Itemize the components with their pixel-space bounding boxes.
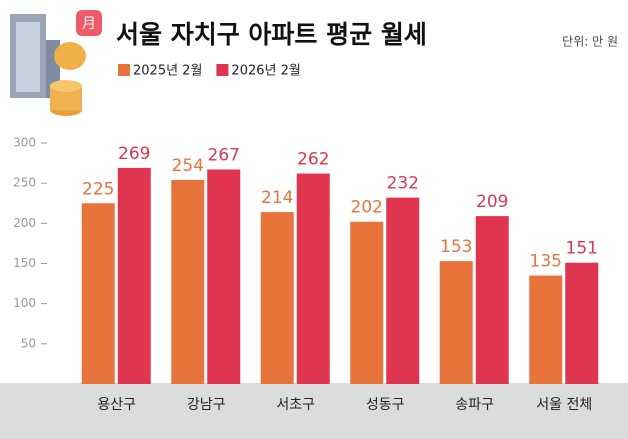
bar (529, 275, 563, 384)
value-label: 267 (208, 146, 240, 166)
bar (565, 262, 599, 384)
y-tick-label: 250 (13, 176, 36, 190)
value-label: 202 (351, 198, 383, 218)
y-tick-label: 100 (13, 296, 36, 310)
y-tick-label: 150 (13, 256, 36, 270)
value-label: 151 (566, 239, 598, 259)
legend-swatch (118, 64, 130, 76)
y-tick-label: 50 (21, 336, 36, 350)
bar (296, 173, 330, 384)
chart-title: 서울 자치구 아파트 평균 월세 (116, 20, 427, 49)
legend-label: 2026년 2월 (231, 64, 300, 79)
value-label: 153 (440, 237, 472, 257)
y-tick-label: 300 (13, 136, 36, 150)
bar (117, 167, 151, 384)
x-tick-label: 용산구 (97, 397, 136, 413)
x-tick-label: 서초구 (276, 397, 315, 413)
x-tick-label: 송파구 (455, 397, 494, 413)
x-tick-label: 성동구 (366, 397, 405, 413)
x-tick-label: 강남구 (187, 397, 226, 413)
bar (350, 221, 384, 384)
x-tick-label: 서울 전체 (536, 397, 592, 413)
value-label: 262 (297, 150, 329, 170)
icon (10, 10, 102, 116)
value-label: 214 (261, 188, 293, 208)
bar (171, 179, 205, 384)
bar (207, 169, 241, 384)
bar (386, 197, 420, 384)
icon-text: 月 (82, 16, 96, 32)
bar (475, 216, 509, 384)
bar (260, 212, 294, 384)
value-label: 135 (530, 252, 562, 272)
unit-label: 단위: 만 원 (562, 35, 618, 49)
y-tick-label: 200 (13, 216, 36, 230)
value-label: 254 (172, 156, 204, 176)
value-label: 209 (476, 192, 508, 212)
bar (81, 203, 115, 384)
value-label: 225 (82, 179, 114, 199)
bar (439, 261, 473, 384)
legend-label: 2025년 2월 (133, 64, 202, 79)
value-label: 232 (387, 174, 419, 194)
legend-swatch (216, 64, 229, 76)
value-label: 269 (118, 144, 150, 164)
category-band (0, 385, 628, 439)
